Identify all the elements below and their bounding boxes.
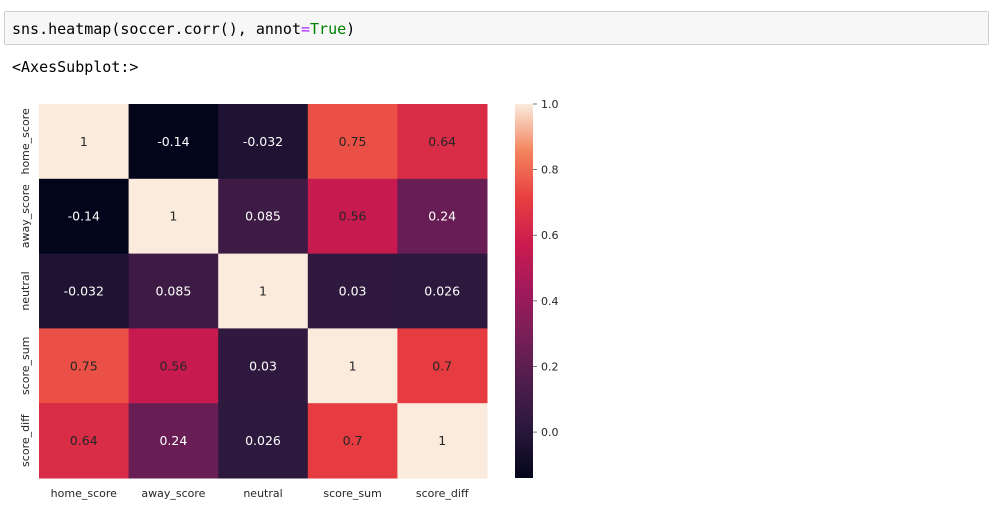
cell-annotation: -0.14 (157, 134, 189, 149)
heatmap-cell (39, 328, 130, 404)
cell-annotation: 0.026 (424, 284, 460, 299)
heatmap-cell (39, 253, 130, 329)
colorbar-tick-label: 0.0 (541, 426, 559, 439)
heatmap-cell (218, 253, 309, 329)
x-tick-label: score_sum (323, 487, 381, 500)
colorbar-tick-label: 0.8 (541, 164, 559, 177)
cell-annotation: -0.032 (64, 284, 104, 299)
heatmap-cell (128, 178, 219, 255)
cell-annotation: 0.7 (432, 358, 452, 373)
heatmap-cell (397, 403, 488, 479)
heatmap-cell (39, 403, 130, 479)
y-tick-label: away_score (19, 184, 32, 248)
cell-annotation: 0.03 (339, 284, 367, 299)
heatmap-cell (218, 104, 309, 180)
x-tick-label: score_diff (416, 487, 469, 500)
heatmap-cell (397, 104, 488, 180)
y-tick-label: neutral (19, 271, 32, 310)
heatmap-cell (128, 253, 219, 329)
heatmap-cell (39, 178, 130, 255)
cell-annotation: 1 (349, 358, 357, 373)
code-prefix: sns.heatmap(soccer.corr(), annot (12, 20, 301, 38)
x-tick-label: neutral (243, 487, 282, 500)
cell-annotation: 0.75 (70, 358, 98, 373)
heatmap-cell (397, 178, 488, 255)
heatmap-cell (307, 178, 398, 255)
cell-annotation: 1 (438, 433, 446, 448)
colorbar-tick-label: 0.6 (541, 229, 559, 242)
code-line: sns.heatmap(soccer.corr(), annot=True) (12, 20, 355, 38)
cell-annotation: 0.03 (249, 358, 277, 373)
colorbar-tick-label: 0.4 (541, 295, 559, 308)
heatmap-cell (307, 403, 398, 479)
heatmap-cell (307, 104, 398, 180)
cell-annotation: 0.64 (428, 134, 456, 149)
cell-annotation: -0.14 (68, 209, 100, 224)
heatmap-cell (39, 104, 130, 180)
cell-annotation: -0.032 (243, 134, 283, 149)
cell-annotation: 0.56 (159, 358, 187, 373)
heatmap-cell (307, 328, 398, 404)
cell-annotation: 1 (80, 134, 88, 149)
cell-annotation: 0.64 (70, 433, 98, 448)
cell-annotation: 0.56 (339, 209, 367, 224)
heatmap-cell (128, 328, 219, 404)
colorbar-tick-label: 1.0 (541, 98, 559, 111)
x-tick-label: away_score (141, 487, 205, 500)
heatmap-cell (128, 403, 219, 479)
colorbar (515, 104, 533, 478)
heatmap-cell (218, 328, 309, 404)
y-tick-label: score_sum (19, 337, 32, 395)
cell-annotation: 0.75 (339, 134, 367, 149)
cell-annotation: 0.7 (343, 433, 363, 448)
x-tick-label: home_score (51, 487, 117, 500)
code-input-cell[interactable]: sns.heatmap(soccer.corr(), annot=True) (4, 11, 989, 45)
code-suffix: ) (346, 20, 356, 38)
cell-annotation: 0.026 (245, 433, 281, 448)
heatmap-cell (128, 104, 219, 180)
cell-annotation: 0.24 (159, 433, 187, 448)
cell-annotation: 0.085 (156, 284, 192, 299)
y-tick-label: score_diff (19, 414, 32, 467)
cell-annotation: 1 (169, 209, 177, 224)
heatmap-cell (218, 178, 309, 255)
heatmap-cell (397, 253, 488, 329)
y-tick-label: home_score (19, 108, 32, 174)
cell-annotation: 1 (259, 284, 267, 299)
colorbar-tick-label: 0.2 (541, 360, 559, 373)
code-keyword-true: True (310, 20, 347, 38)
heatmap-cell (307, 253, 398, 329)
output-text: <AxesSubplot:> (12, 58, 139, 76)
heatmap-cell (397, 328, 488, 404)
cell-annotation: 0.24 (428, 209, 456, 224)
code-equals: = (300, 20, 311, 38)
heatmap-cell (218, 403, 309, 479)
cell-annotation: 0.085 (245, 209, 281, 224)
